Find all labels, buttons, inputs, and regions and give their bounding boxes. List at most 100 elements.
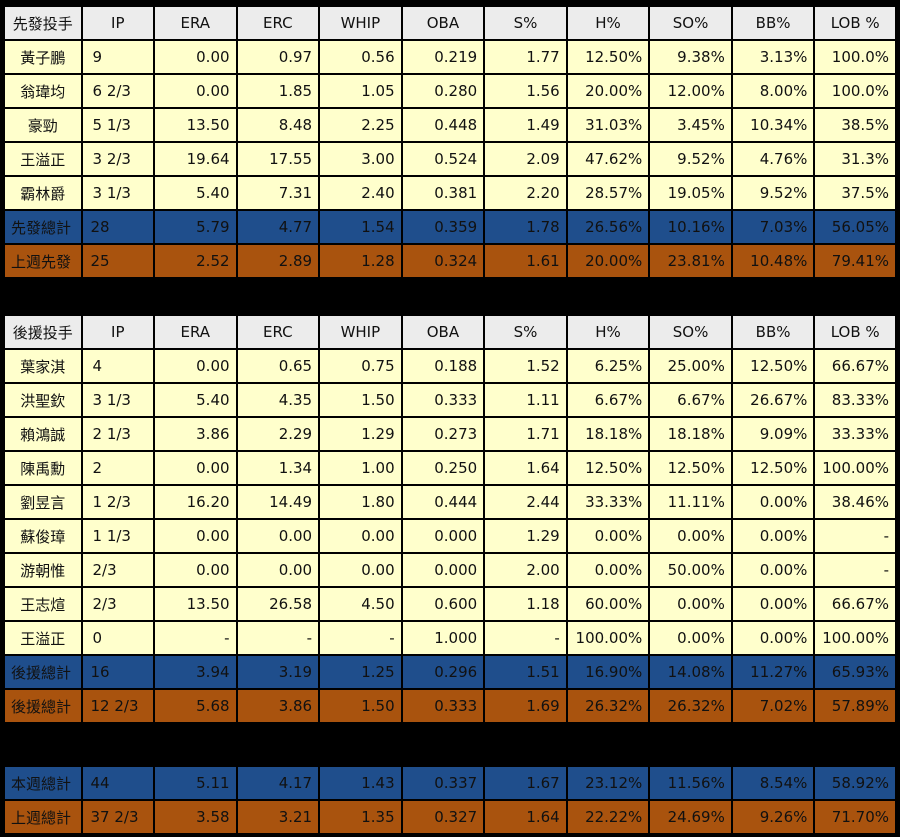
stat-cell: 3.86 xyxy=(155,418,236,450)
pitcher-name: 洪聖欽 xyxy=(5,384,81,416)
stat-cell: 1.18 xyxy=(485,588,566,620)
stat-cell: 0.273 xyxy=(402,418,484,450)
stat-cell: 100.0% xyxy=(815,75,895,107)
column-header-name: 後援投手 xyxy=(5,316,81,348)
stat-cell: 33.33% xyxy=(815,418,895,450)
stat-cell: 0.56 xyxy=(320,41,401,73)
stat-cell: 60.00% xyxy=(567,588,649,620)
pitcher-name: 後援總計 xyxy=(5,656,81,688)
stat-cell: 12.50% xyxy=(732,452,814,484)
table-row: 葉家淇 4 0.00 0.65 0.75 0.188 1.52 6.25% 25.00% 12.5… xyxy=(5,350,895,382)
stat-cell: 4.50 xyxy=(320,588,401,620)
column-header: S% xyxy=(485,7,566,39)
stat-cell: 12.50% xyxy=(650,452,731,484)
stat-cell: 2 xyxy=(82,452,153,484)
stat-cell: 0.524 xyxy=(402,143,484,175)
stat-cell: 9.52% xyxy=(650,143,731,175)
stat-cell: 1.71 xyxy=(485,418,566,450)
stat-cell: 23.81% xyxy=(650,245,731,277)
pitcher-name: 後援總計 xyxy=(5,690,81,722)
pitcher-name: 黃子鵬 xyxy=(5,41,81,73)
column-header: ERC xyxy=(237,7,319,39)
stat-cell: 1.25 xyxy=(320,656,401,688)
stat-cell: 71.70% xyxy=(815,801,895,833)
stat-cell: 0.600 xyxy=(402,588,484,620)
stat-cell: - xyxy=(320,622,401,654)
stat-cell: 4.35 xyxy=(237,384,319,416)
stat-cell: 1.51 xyxy=(485,656,566,688)
starters-total-row: 先發總計 28 5.79 4.77 1.54 0.359 1.78 26.56% 10.16% 7… xyxy=(5,211,895,243)
stat-cell: 3 2/3 xyxy=(82,143,153,175)
stat-cell: 20.00% xyxy=(567,245,649,277)
column-header: IP xyxy=(82,316,153,348)
stat-cell: 1.000 xyxy=(402,622,484,654)
stat-cell: 8.54% xyxy=(732,767,814,799)
stat-cell: 10.34% xyxy=(732,109,814,141)
stat-cell: 6.67% xyxy=(567,384,649,416)
stat-cell: 12 2/3 xyxy=(82,690,153,722)
stat-cell: 19.05% xyxy=(650,177,731,209)
table-row: 豪勁 5 1/3 13.50 8.48 2.25 0.448 1.49 31.03% 3.45%… xyxy=(5,109,895,141)
stat-cell: 37.5% xyxy=(815,177,895,209)
stat-cell: 0.250 xyxy=(402,452,484,484)
stat-cell: 66.67% xyxy=(815,588,895,620)
stat-cell: 1.77 xyxy=(485,41,566,73)
stat-cell: 44 xyxy=(82,767,153,799)
column-header: ERC xyxy=(237,316,319,348)
column-header: BB% xyxy=(732,316,814,348)
stat-cell: 5.40 xyxy=(155,384,236,416)
stat-cell: 10.48% xyxy=(732,245,814,277)
pitcher-name: 賴鴻誠 xyxy=(5,418,81,450)
stat-cell: 38.46% xyxy=(815,486,895,518)
stat-cell: 3.13% xyxy=(732,41,814,73)
stat-cell: 57.89% xyxy=(815,690,895,722)
stat-cell: 28 xyxy=(82,211,153,243)
stat-cell: 1.64 xyxy=(485,801,566,833)
stat-cell: 14.49 xyxy=(237,486,319,518)
relievers-total-row: 後援總計 16 3.94 3.19 1.25 0.296 1.51 16.90% 14.08% 1… xyxy=(5,656,895,688)
column-header: IP xyxy=(82,7,153,39)
stat-cell: 1.61 xyxy=(485,245,566,277)
column-header: LOB % xyxy=(815,7,895,39)
stat-cell: 1 2/3 xyxy=(82,486,153,518)
stat-cell: 22.22% xyxy=(567,801,649,833)
stat-cell: 2.29 xyxy=(237,418,319,450)
stat-cell: - xyxy=(155,622,236,654)
stat-cell: 1.35 xyxy=(320,801,401,833)
stat-cell: 0.00% xyxy=(650,520,731,552)
table-row: 劉昱言 1 2/3 16.20 14.49 1.80 0.444 2.44 33.33% 11.… xyxy=(5,486,895,518)
stat-cell: 10.16% xyxy=(650,211,731,243)
stat-cell: 47.62% xyxy=(567,143,649,175)
stat-cell: 0.381 xyxy=(402,177,484,209)
stat-cell: 0.00 xyxy=(155,520,236,552)
relievers-last-week-row: 後援總計 12 2/3 5.68 3.86 1.50 0.333 1.69 26.32% 26.… xyxy=(5,690,895,722)
stat-cell: 3 1/3 xyxy=(82,177,153,209)
stat-cell: 2.25 xyxy=(320,109,401,141)
stat-cell: 3.00 xyxy=(320,143,401,175)
stat-cell: 3.58 xyxy=(155,801,236,833)
table-row: 洪聖欽 3 1/3 5.40 4.35 1.50 0.333 1.11 6.67% 6.67% 2… xyxy=(5,384,895,416)
stat-cell: 16.90% xyxy=(567,656,649,688)
starters-header-row: 先發投手 IP ERA ERC WHIP OBA S% H% SO% BB% LOB % xyxy=(5,7,895,39)
stat-cell: 9.38% xyxy=(650,41,731,73)
pitcher-name: 翁瑋均 xyxy=(5,75,81,107)
stat-cell: 3.94 xyxy=(155,656,236,688)
stat-cell: 9 xyxy=(82,41,153,73)
column-header-name: 先發投手 xyxy=(5,7,81,39)
stat-cell: 56.05% xyxy=(815,211,895,243)
stat-cell: 16 xyxy=(82,656,153,688)
stat-cell: 3 1/3 xyxy=(82,384,153,416)
stat-cell: 0.00 xyxy=(237,520,319,552)
stat-cell: 31.03% xyxy=(567,109,649,141)
stat-cell: 0.219 xyxy=(402,41,484,73)
stat-cell: 1 1/3 xyxy=(82,520,153,552)
stat-cell: 26.32% xyxy=(650,690,731,722)
stat-cell: 58.92% xyxy=(815,767,895,799)
overall-table: 本週總計 44 5.11 4.17 1.43 0.337 1.67 23.12% 11.56% 8… xyxy=(3,765,897,835)
stat-cell: 37 2/3 xyxy=(82,801,153,833)
stat-cell: 2.00 xyxy=(485,554,566,586)
stat-cell: 19.64 xyxy=(155,143,236,175)
pitcher-name: 先發總計 xyxy=(5,211,81,243)
stat-cell: 0.00% xyxy=(732,554,814,586)
stat-cell: 2 1/3 xyxy=(82,418,153,450)
